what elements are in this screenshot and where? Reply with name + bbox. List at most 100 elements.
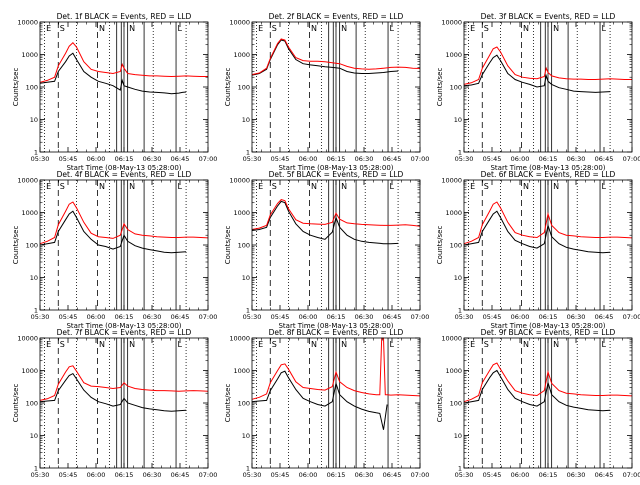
x-tick-label: 05:30 <box>31 471 50 479</box>
chart-title: Det. 9f BLACK = Events, RED = LLD <box>481 328 616 337</box>
x-tick-label: 05:30 <box>243 471 262 479</box>
y-tick-label: 100 <box>26 400 38 408</box>
marker-label: L <box>602 340 607 349</box>
events-series-line <box>39 372 187 412</box>
x-tick-label: 06:30 <box>143 471 162 479</box>
y-axis-label: Counts/sec <box>436 384 444 423</box>
marker-label: N <box>311 24 317 33</box>
x-tick-label: 06:45 <box>595 155 614 163</box>
y-axis-label: Counts/sec <box>436 226 444 265</box>
y-tick-label: 1 <box>458 149 462 157</box>
marker-label: N <box>553 182 559 191</box>
x-tick-label: 06:45 <box>595 313 614 321</box>
marker-label: E <box>258 24 263 33</box>
x-tick-label: 06:00 <box>511 471 530 479</box>
x-tick-label: 06:45 <box>383 313 402 321</box>
marker-label: L <box>390 182 395 191</box>
marker-label: L <box>178 24 183 33</box>
y-tick-label: 1000 <box>233 367 250 375</box>
x-tick-label: 06:00 <box>87 155 106 163</box>
x-tick-label: 05:45 <box>271 313 290 321</box>
x-axis-label: Start Time (08-May-13 05:28:00) <box>278 322 393 330</box>
marker-label: N <box>523 340 529 349</box>
y-tick-label: 10000 <box>17 335 38 343</box>
x-tick-label: 06:45 <box>595 471 614 479</box>
y-tick-label: 1000 <box>445 51 462 59</box>
y-tick-label: 100 <box>238 242 250 250</box>
y-tick-label: 1 <box>34 465 38 473</box>
y-tick-label: 10000 <box>441 335 462 343</box>
x-tick-label: 06:15 <box>327 471 346 479</box>
marker-label: L <box>602 182 607 191</box>
y-tick-label: 10000 <box>17 19 38 27</box>
x-tick-label: 06:15 <box>327 313 346 321</box>
marker-label: L <box>390 340 395 349</box>
x-tick-label: 07:00 <box>411 313 430 321</box>
y-tick-label: 10000 <box>229 177 250 185</box>
x-tick-label: 05:45 <box>271 471 290 479</box>
marker-label: S <box>484 182 489 191</box>
y-tick-label: 100 <box>26 242 38 250</box>
x-tick-label: 06:15 <box>539 313 558 321</box>
marker-label: S <box>272 340 277 349</box>
y-tick-label: 10 <box>242 274 250 282</box>
marker-label: E <box>258 340 263 349</box>
y-tick-label: 100 <box>26 84 38 92</box>
y-tick-label: 10 <box>454 116 462 124</box>
x-tick-label: 05:45 <box>59 471 78 479</box>
x-tick-label: 06:30 <box>567 155 586 163</box>
y-axis-label: Counts/sec <box>224 384 232 423</box>
marker-label: N <box>129 340 135 349</box>
y-axis-label: Counts/sec <box>12 384 20 423</box>
chart-title: Det. 4f BLACK = Events, RED = LLD <box>57 170 192 179</box>
y-tick-label: 10000 <box>441 19 462 27</box>
x-tick-label: 06:30 <box>143 313 162 321</box>
x-axis-label: Start Time (08-May-13 05:28:00) <box>278 164 393 172</box>
x-tick-label: 06:45 <box>383 155 402 163</box>
y-tick-label: 10000 <box>229 335 250 343</box>
y-tick-label: 10000 <box>17 177 38 185</box>
x-tick-label: 07:00 <box>623 471 640 479</box>
marker-label: E <box>46 182 51 191</box>
x-tick-label: 05:30 <box>31 155 50 163</box>
events-series-line <box>463 369 611 412</box>
marker-label: N <box>553 340 559 349</box>
lld-series-line <box>463 46 632 85</box>
chart-title: Det. 2f BLACK = Events, RED = LLD <box>269 12 404 21</box>
y-tick-label: 10 <box>242 432 250 440</box>
marker-label: N <box>99 182 105 191</box>
marker-label: S <box>60 340 65 349</box>
y-axis-label: Counts/sec <box>436 68 444 107</box>
marker-label: E <box>46 340 51 349</box>
x-tick-label: 06:30 <box>355 471 374 479</box>
y-tick-label: 100 <box>450 242 462 250</box>
lld-series-line <box>39 201 209 245</box>
chart-title: Det. 3f BLACK = Events, RED = LLD <box>481 12 616 21</box>
marker-label: N <box>341 24 347 33</box>
y-tick-label: 10000 <box>441 177 462 185</box>
marker-label: N <box>99 24 105 33</box>
x-tick-label: 06:30 <box>355 313 374 321</box>
x-axis-label: Start Time (08-May-13 05:28:00) <box>66 322 181 330</box>
x-tick-label: 05:30 <box>243 313 262 321</box>
x-tick-label: 05:30 <box>455 471 474 479</box>
events-series-line <box>251 39 399 76</box>
marker-label: E <box>470 24 475 33</box>
y-tick-label: 1000 <box>21 51 38 59</box>
marker-label: S <box>484 340 489 349</box>
x-tick-label: 05:45 <box>483 155 502 163</box>
y-tick-label: 10 <box>454 432 462 440</box>
y-axis-label: Counts/sec <box>224 226 232 265</box>
x-tick-label: 06:00 <box>87 471 106 479</box>
y-tick-label: 100 <box>238 400 250 408</box>
y-tick-label: 1000 <box>445 367 462 375</box>
x-tick-label: 05:30 <box>243 155 262 163</box>
marker-label: E <box>470 182 475 191</box>
y-tick-label: 100 <box>238 84 250 92</box>
chart-title: Det. 7f BLACK = Events, RED = LLD <box>57 328 192 337</box>
x-tick-label: 05:45 <box>59 155 78 163</box>
y-axis-label: Counts/sec <box>12 226 20 265</box>
marker-label: N <box>523 182 529 191</box>
